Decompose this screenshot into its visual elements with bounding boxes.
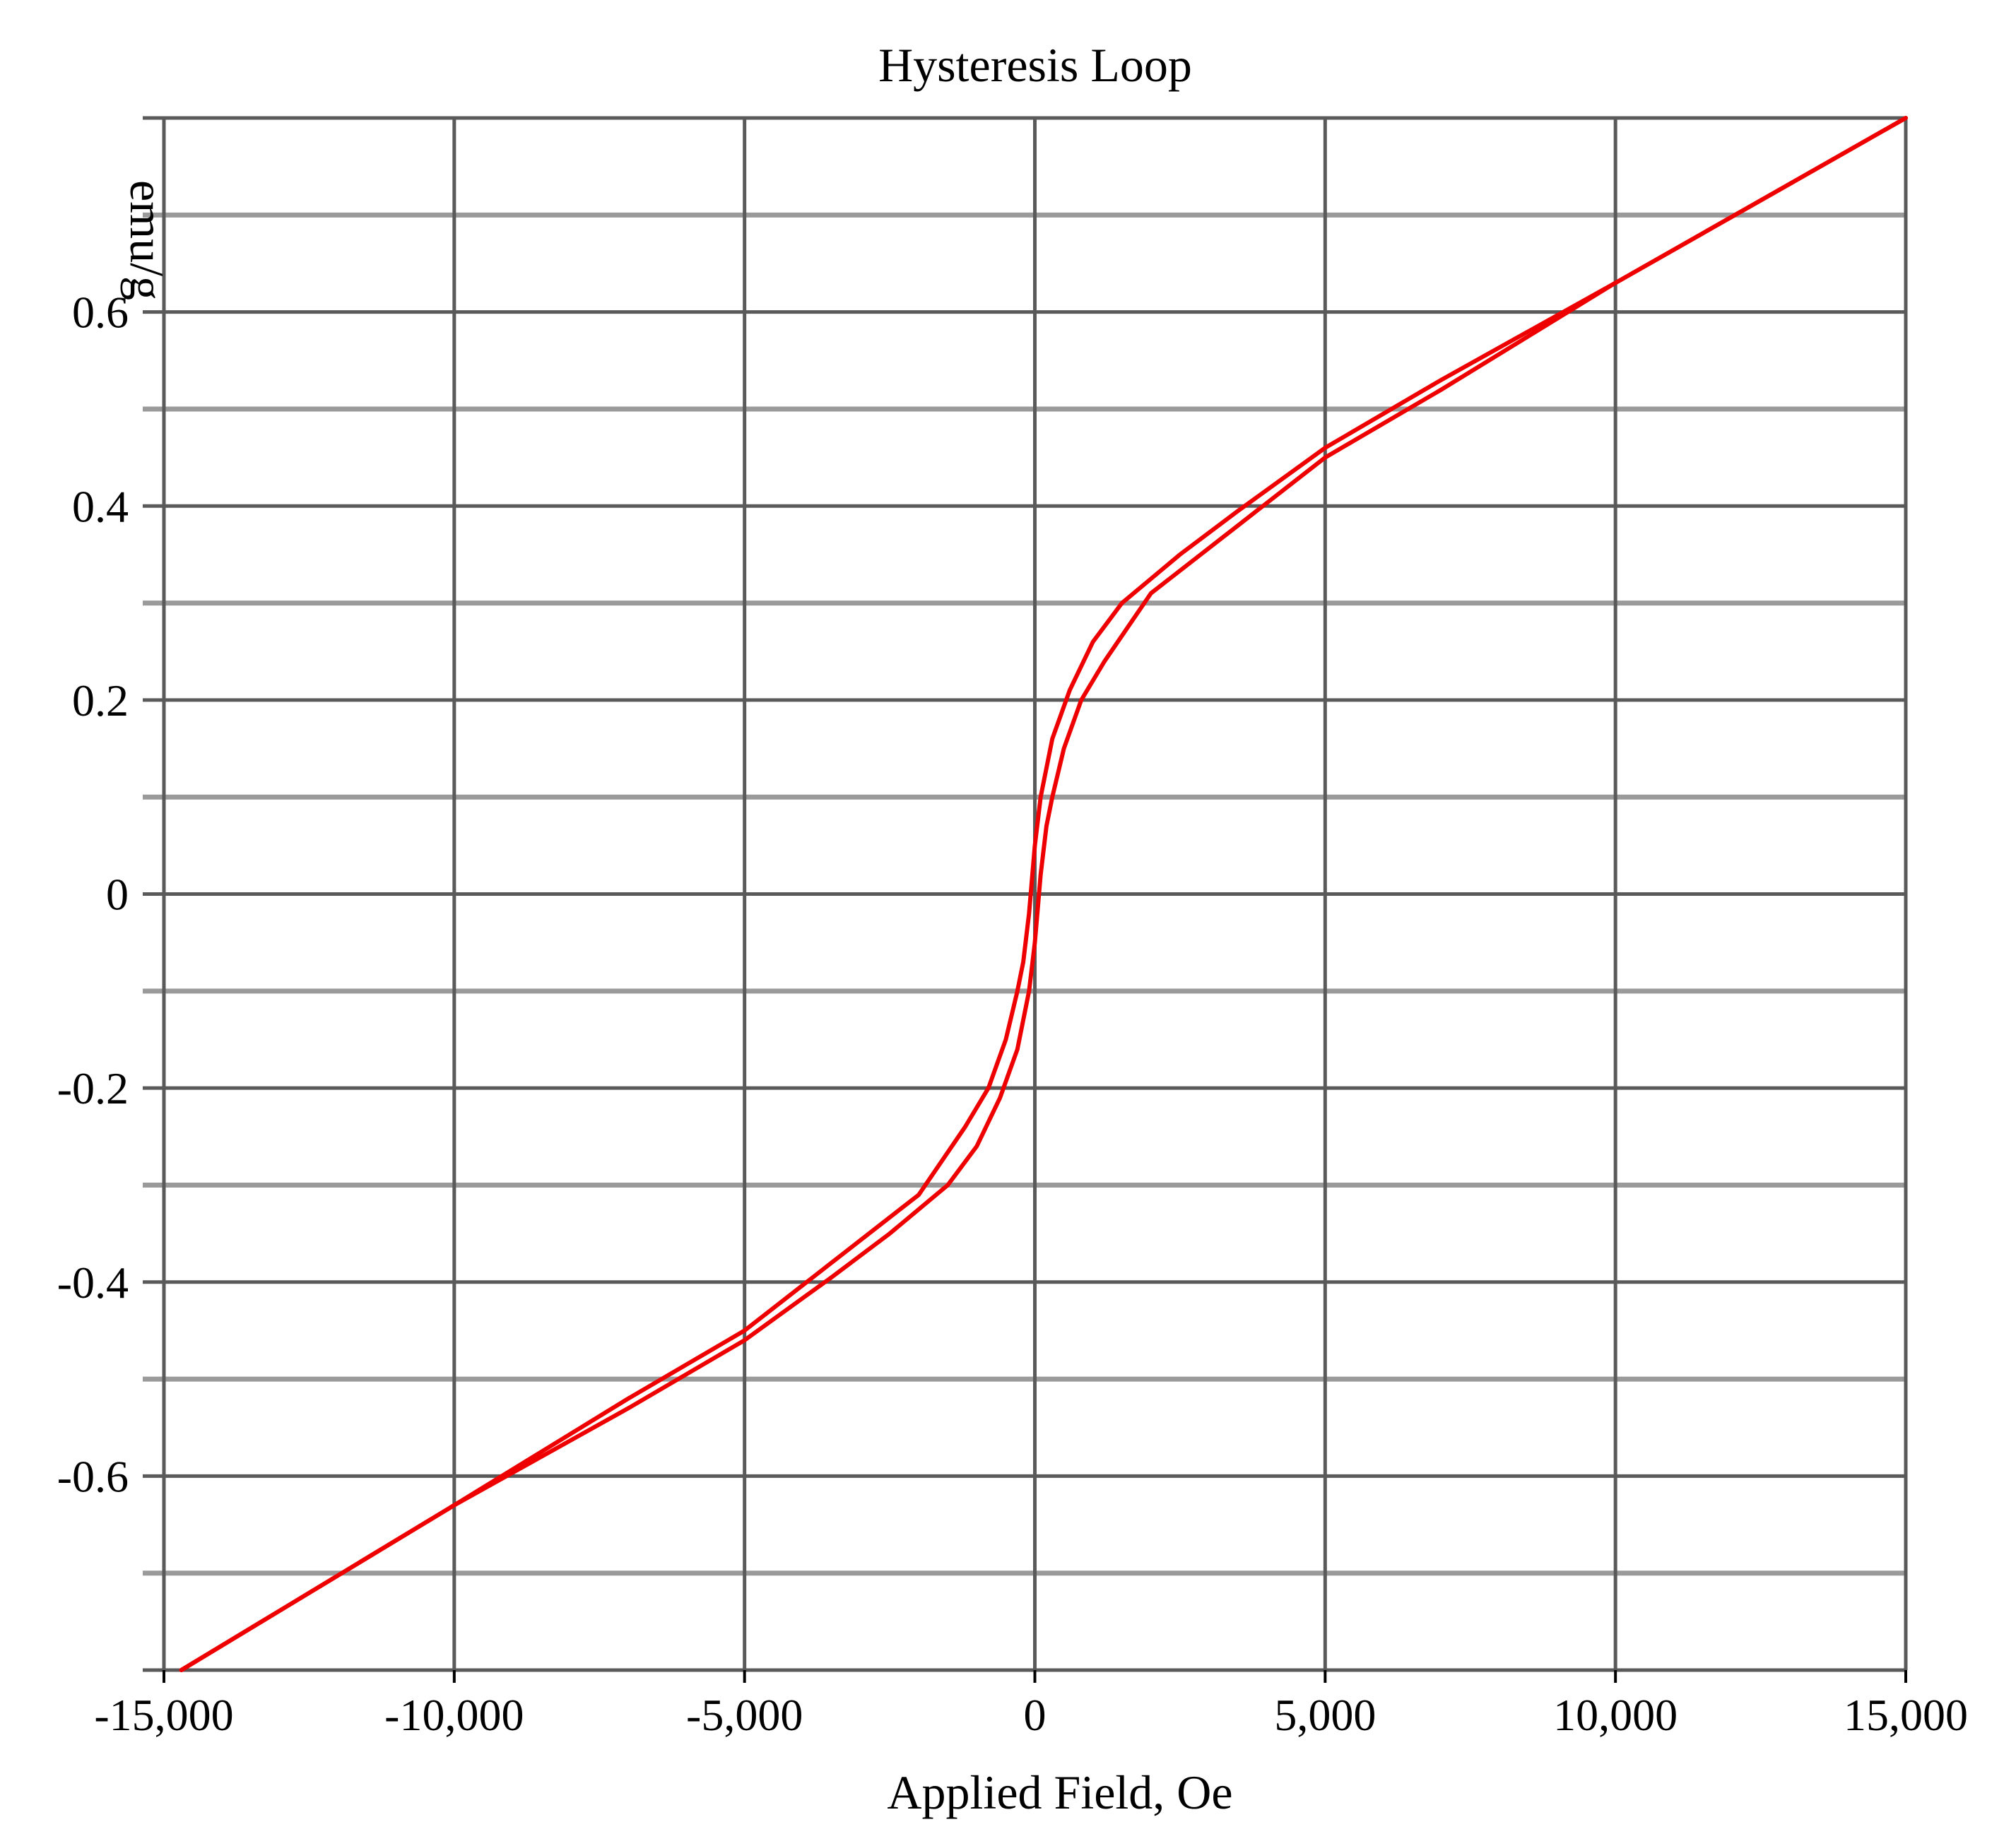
x-tick-label: -10,000: [384, 1690, 524, 1740]
y-tick-labels: 0.6 0.4 0.2 0 -0.2 -0.4 -0.6: [57, 288, 129, 1502]
x-tick-label: 0: [1024, 1690, 1047, 1740]
chart-title: Hysteresis Loop: [878, 38, 1192, 92]
data-series: [179, 116, 1908, 1672]
y-tick-label: -0.2: [57, 1063, 129, 1113]
x-gridlines: [162, 118, 1908, 1683]
x-tick-label: 5,000: [1274, 1690, 1376, 1740]
ascending-branch-line: [179, 116, 1908, 1672]
x-tick-label: -5,000: [686, 1690, 803, 1740]
y-tick-label: -0.4: [57, 1258, 129, 1308]
y-gridlines: [143, 116, 1906, 1672]
x-tick-label: 10,000: [1553, 1690, 1678, 1740]
x-tick-labels: -15,000 -10,000 -5,000 0 5,000 10,000 15,000: [94, 1690, 1968, 1740]
descending-branch-line: [179, 116, 1908, 1672]
y-axis-label: emu/g: [120, 180, 174, 300]
y-tick-label: 0.2: [72, 675, 129, 726]
x-axis-label: Applied Field, Oe: [887, 1765, 1232, 1819]
y-tick-label: 0: [106, 870, 129, 920]
x-tick-label: -15,000: [94, 1690, 233, 1740]
y-tick-label: 0.4: [72, 481, 129, 531]
y-tick-label: -0.6: [57, 1451, 129, 1501]
y-tick-label: 0.6: [72, 288, 129, 338]
x-tick-label: 15,000: [1844, 1690, 1968, 1740]
